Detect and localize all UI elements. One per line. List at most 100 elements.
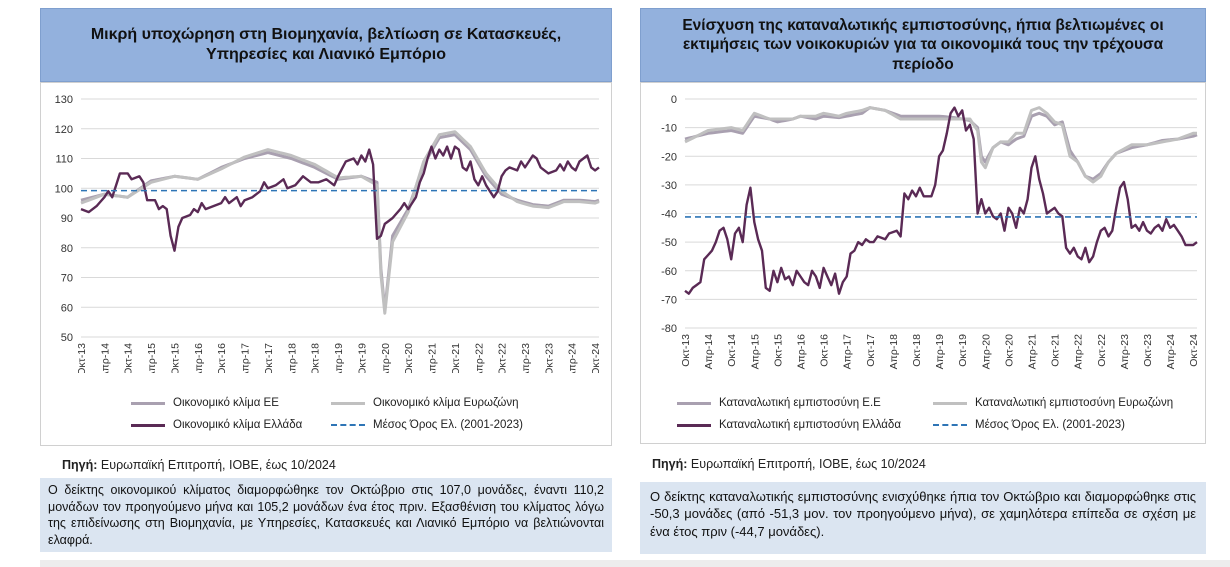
legend-swatch-gr [677,423,711,427]
x-tick-label: Απρ-14 [703,334,715,370]
left-source: Πηγή: Ευρωπαϊκή Επιτροπή, ΙΟΒΕ, έως 10/2… [62,458,336,472]
x-tick-label: Απρ-16 [795,334,807,370]
x-tick-label: Οκτ-19 [957,334,969,367]
x-tick-label: Απρ-18 [286,343,298,373]
left-source-text: Ευρωπαϊκή Επιτροπή, ΙΟΒΕ, έως 10/2024 [97,458,336,472]
y-tick-label: 0 [671,94,677,106]
y-tick-label: 90 [61,213,73,225]
x-tick-label: Οκτ-15 [772,334,784,367]
legend-label-mean: Μέσος Όρος Ελ. (2001-2023) [373,419,523,431]
x-tick-label: Οκτ-13 [680,334,692,367]
x-tick-label: Απρ-16 [193,343,205,373]
y-tick-label: -80 [661,323,677,335]
y-tick-label: -70 [661,294,677,306]
x-tick-label: Απρ-22 [473,343,485,373]
legend-gr: Καταναλωτική εμπιστοσύνη Ελλάδα [677,419,901,431]
y-tick-label: -20 [661,151,677,163]
x-tick-label: Απρ-24 [1165,334,1177,370]
x-tick-label: Οκτ-14 [123,343,135,373]
right-legend: Καταναλωτική εμπιστοσύνη Ε.Ε Καταναλωτικ… [641,389,1205,439]
right-source: Πηγή: Ευρωπαϊκή Επιτροπή, ΙΟΒΕ, έως 10/2… [652,457,926,471]
legend-swatch-eu [677,401,711,405]
legend-ez: Οικονομικό κλίμα Ευρωζώνη [331,397,518,409]
y-tick-label: 80 [61,243,73,255]
right-chart-frame: 0 -10 -20 -30 -40 -50 -60 -70 -80 Οκτ-13 Απρ-14 Οκτ… [640,82,1206,444]
x-tick-label: Οκτ-20 [1003,334,1015,367]
right-source-label: Πηγή: [652,457,688,471]
legend-label-eu: Οικονομικό κλίμα ΕΕ [173,397,279,409]
left-chart-frame: 50 60 70 80 90 100 110 120 130 Οκτ-13 Απρ-14 Οκτ-14… [40,82,612,446]
legend-swatch-ez [331,401,365,405]
x-tick-label: Απρ-14 [99,343,111,373]
right-source-text: Ευρωπαϊκή Επιτροπή, ΙΟΒΕ, έως 10/2024 [687,457,926,471]
x-tick-label: Απρ-22 [1073,334,1085,370]
y-tick-label: 50 [61,332,73,344]
x-tick-label: Οκτ-23 [1142,334,1154,367]
x-tick-label: Οκτ-22 [497,343,509,373]
legend-mean: Μέσος Όρος Ελ. (2001-2023) [933,419,1125,431]
legend-swatch-eu [131,401,165,405]
x-tick-label: Οκτ-19 [356,343,368,373]
x-tick-label: Οκτ-23 [543,343,555,373]
x-tick-label: Οκτ-15 [169,343,181,373]
right-summary: Ο δείκτης καταναλωτικής εμπιστοσύνης ενι… [640,482,1206,554]
x-tick-label: Απρ-20 [980,334,992,370]
x-tick-label: Απρ-21 [1026,334,1038,370]
y-tick-label: -10 [661,123,677,135]
y-tick-label: 130 [55,94,73,106]
legend-mean: Μέσος Όρος Ελ. (2001-2023) [331,419,523,431]
x-tick-label: Οκτ-22 [1096,334,1108,367]
x-tick-label: Οκτ-18 [310,343,322,373]
right-title-text: Ενίσχυση της καταναλωτικής εμπιστοσύνης,… [682,16,1164,73]
x-tick-label: Οκτ-21 [1050,334,1062,367]
left-legend: Οικονομικό κλίμα ΕΕ Οικονομικό κλίμα Ευρ… [41,389,611,439]
legend-gr: Οικονομικό κλίμα Ελλάδα [131,419,302,431]
right-title: Ενίσχυση της καταναλωτικής εμπιστοσύνης,… [640,8,1206,82]
legend-label-ez: Καταναλωτική εμπιστοσύνη Ευρωζώνη [975,397,1174,409]
legend-swatch-mean [933,424,967,426]
legend-label-gr: Καταναλωτική εμπιστοσύνη Ελλάδα [719,419,901,431]
y-tick-label: 110 [55,154,73,166]
x-tick-label: Οκτ-17 [865,334,877,367]
greece-line [684,106,1198,295]
x-tick-label: Οκτ-20 [403,343,415,373]
x-tick-label: Απρ-23 [520,343,532,373]
x-tick-label: Απρ-15 [146,343,158,373]
legend-label-ez: Οικονομικό κλίμα Ευρωζώνη [373,397,519,409]
x-tick-label: Οκτ-18 [911,334,923,367]
y-tick-label: 60 [61,302,73,314]
x-tick-label: Οκτ-24 [1188,334,1200,367]
y-tick-label: -30 [661,180,677,192]
x-tick-label: Απρ-18 [888,334,900,370]
y-tick-label: -40 [661,209,677,221]
legend-swatch-mean [331,424,365,426]
x-tick-label: Απρ-17 [240,343,252,373]
left-chart: 50 60 70 80 90 100 110 120 130 Οκτ-13 Απρ-14 Οκτ-14… [55,94,602,373]
x-tick-label: Απρ-24 [567,343,579,373]
legend-swatch-ez [933,401,967,405]
x-tick-label: Οκτ-13 [76,343,88,373]
greece-line [80,145,600,252]
y-tick-label: 100 [55,183,73,195]
x-tick-label: Οκτ-14 [726,334,738,367]
x-tick-label: Απρ-23 [1119,334,1131,370]
x-tick-label: Οκτ-16 [819,334,831,367]
left-title: Μικρή υποχώρηση στη Βιομηχανία, βελτίωση… [40,8,612,82]
eurozone-line [80,130,600,315]
left-title-text: Μικρή υποχώρηση στη Βιομηχανία, βελτίωση… [90,26,562,63]
legend-label-eu: Καταναλωτική εμπιστοσύνη Ε.Ε [719,397,881,409]
legend-swatch-gr [131,423,165,427]
x-tick-label: Οκτ-17 [263,343,275,373]
y-tick-label: -60 [661,266,677,278]
x-tick-label: Απρ-21 [427,343,439,373]
left-summary: Ο δείκτης οικονομικού κλίματος διαμορφώθ… [40,478,612,552]
legend-label-mean: Μέσος Όρος Ελ. (2001-2023) [975,419,1125,431]
legend-eu: Οικονομικό κλίμα ΕΕ [131,397,279,409]
x-tick-label: Οκτ-21 [450,343,462,373]
x-tick-label: Απρ-15 [749,334,761,370]
x-tick-label: Απρ-19 [934,334,946,370]
bottom-bar [40,560,1230,567]
y-tick-label: 120 [55,124,73,136]
x-tick-label: Οκτ-24 [590,343,602,373]
